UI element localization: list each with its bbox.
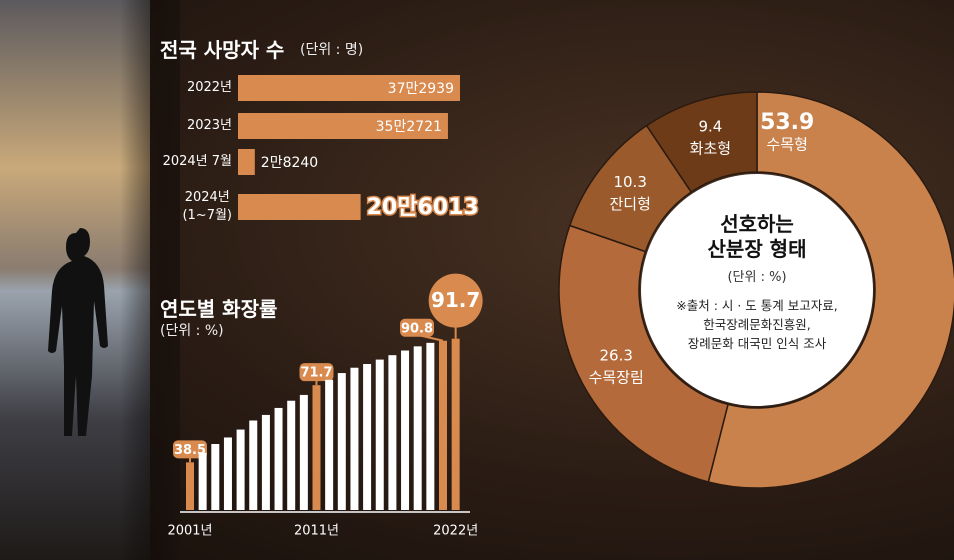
bar bbox=[238, 194, 361, 220]
value-label: 37만2939 bbox=[388, 81, 454, 97]
chart-note: ※출처 : 시 · 도 통계 보고자료, 한국장례문화진흥원, 장례문화 대국민… bbox=[676, 298, 838, 351]
label-bubble bbox=[400, 318, 434, 337]
bar bbox=[337, 373, 346, 510]
value-label: 2만8240 bbox=[261, 155, 318, 171]
bar bbox=[238, 75, 460, 101]
category-label: 수목형 bbox=[767, 135, 808, 153]
bar bbox=[238, 113, 448, 139]
bar bbox=[312, 385, 321, 510]
bar bbox=[325, 379, 334, 510]
bar bbox=[236, 429, 245, 510]
bar bbox=[287, 400, 296, 510]
bar bbox=[186, 462, 194, 510]
label-bubble bbox=[173, 440, 207, 459]
value-label: 26.3 bbox=[600, 347, 633, 365]
x-tick-label: 2001년 bbox=[167, 524, 212, 539]
bar bbox=[401, 350, 410, 510]
value-label: 71.7 bbox=[300, 366, 332, 381]
donut-segment bbox=[707, 91, 954, 489]
silhouette bbox=[48, 228, 108, 436]
donut-hole bbox=[641, 174, 873, 406]
value-label: 10.3 bbox=[613, 173, 646, 191]
category-label: 2022년 bbox=[186, 80, 232, 95]
category-label: 2024년 (1~7월) bbox=[182, 190, 232, 223]
bar bbox=[363, 364, 372, 510]
value-label: 20만6013 bbox=[367, 195, 479, 220]
bar bbox=[274, 407, 283, 510]
bar bbox=[426, 342, 435, 510]
value-label: 91.7 bbox=[431, 288, 480, 312]
x-tick-label: 2022년 bbox=[433, 524, 478, 539]
chart-title: 연도별 화장률 bbox=[160, 297, 278, 321]
bar bbox=[238, 149, 255, 175]
x-tick-label: 2011년 bbox=[294, 524, 339, 539]
value-label: 9.4 bbox=[698, 117, 722, 135]
photo-fade bbox=[120, 0, 180, 560]
chart-title: 전국 사망자 수 bbox=[160, 38, 285, 62]
bar bbox=[299, 394, 308, 510]
chart-title: 선호하는 산분장 형태 bbox=[707, 212, 807, 261]
bar bbox=[261, 414, 270, 510]
bar bbox=[198, 452, 207, 510]
chart-subtitle: (단위 : %) bbox=[160, 323, 224, 339]
label-bubble bbox=[299, 363, 334, 382]
label-bubble bbox=[428, 273, 483, 328]
category-label: 2024년 7월 bbox=[162, 154, 232, 169]
value-label: 38.5 bbox=[174, 443, 206, 458]
bar bbox=[388, 355, 397, 510]
category-label: 잔디형 bbox=[609, 195, 650, 213]
bar bbox=[249, 420, 258, 510]
chart-subtitle: (단위 : %) bbox=[727, 270, 787, 285]
donut-segment bbox=[645, 91, 758, 194]
category-label: 2023년 bbox=[186, 118, 232, 133]
bar bbox=[451, 338, 460, 510]
donut-segment bbox=[558, 224, 729, 483]
bar bbox=[439, 340, 447, 510]
bar bbox=[413, 346, 422, 510]
value-label: 35만2721 bbox=[376, 119, 442, 135]
chart-subtitle: (단위 : 명) bbox=[300, 42, 364, 58]
category-label: 화초형 bbox=[690, 139, 731, 157]
category-label: 수목장림 bbox=[589, 369, 644, 387]
bar bbox=[223, 437, 232, 510]
value-label: 90.8 bbox=[401, 321, 433, 336]
bar bbox=[350, 367, 359, 510]
value-label: 53.9 bbox=[760, 110, 814, 135]
bar bbox=[375, 359, 384, 510]
bar bbox=[211, 443, 220, 510]
